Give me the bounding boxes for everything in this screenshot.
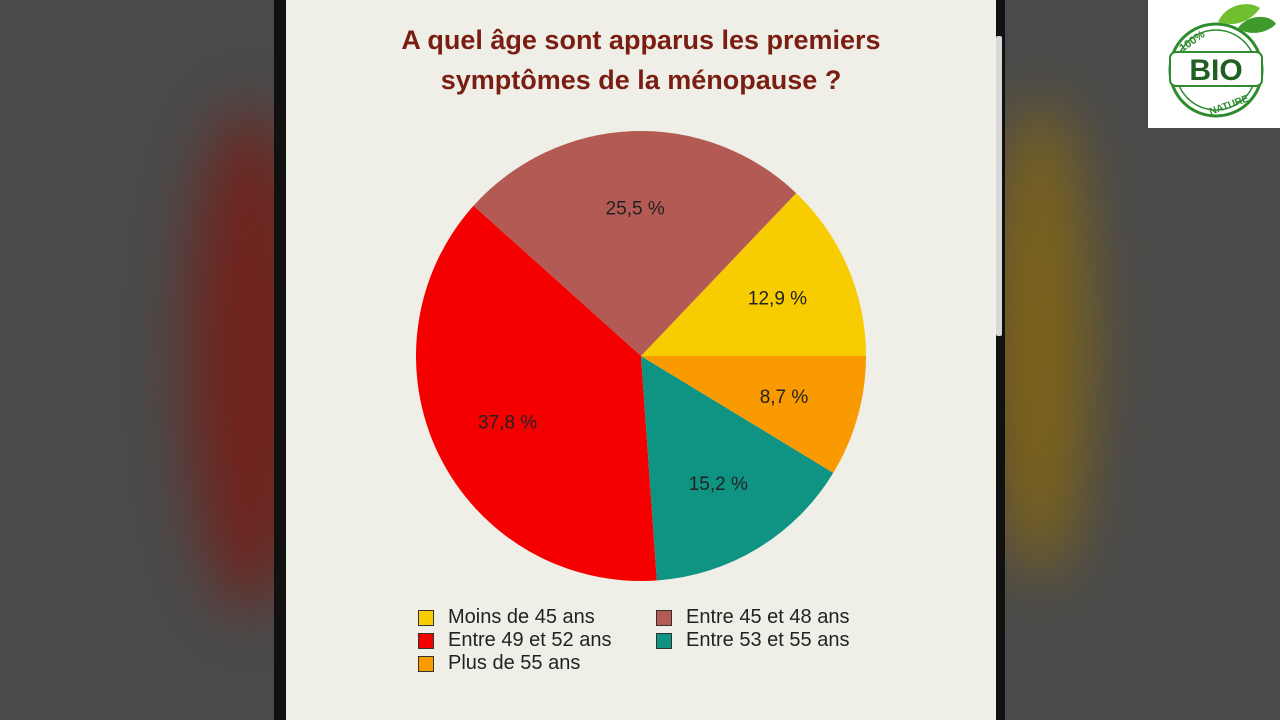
legend-label: Plus de 55 ans [448,652,581,674]
legend-swatch [418,655,434,672]
leaf-icon [1238,16,1276,33]
legend-swatch [656,609,672,626]
chart-title-line-2: symptômes de la ménopause ? [440,65,842,95]
legend-swatch [418,609,434,626]
legend-item-49-52: Entre 49 et 52 ans [418,629,611,652]
logo-badge-text: BIO [1189,54,1242,87]
chart-title-line-1: A quel âge sont apparus les premiers [401,25,881,55]
chart-title: A quel âge sont apparus les premiers sym… [286,20,996,100]
legend-item-moins-45: Moins de 45 ans [418,606,595,629]
legend-item-plus-55: Plus de 55 ans [418,652,580,675]
legend-item-45-48: Entre 45 et 48 ans [656,606,849,629]
bio-nature-logo-graphic: BIO 100% NATURE [1168,4,1276,118]
scrollbar[interactable] [996,36,1002,336]
logo-top-text: 100% [1177,28,1207,54]
leaf-icon [1218,4,1260,25]
legend-swatch [656,632,672,649]
blurred-yellow-edge [990,100,1090,580]
chart-legend: Moins de 45 ans Entre 45 et 48 ans Entre… [418,606,898,676]
legend-swatch [418,632,434,649]
bio-nature-logo: BIO 100% NATURE [1148,0,1280,128]
legend-label: Moins de 45 ans [448,606,595,628]
legend-item-53-55: Entre 53 et 55 ans [656,629,849,652]
legend-label: Entre 53 et 55 ans [686,629,850,651]
legend-label: Entre 49 et 52 ans [448,629,612,651]
legend-label: Entre 45 et 48 ans [686,606,850,628]
